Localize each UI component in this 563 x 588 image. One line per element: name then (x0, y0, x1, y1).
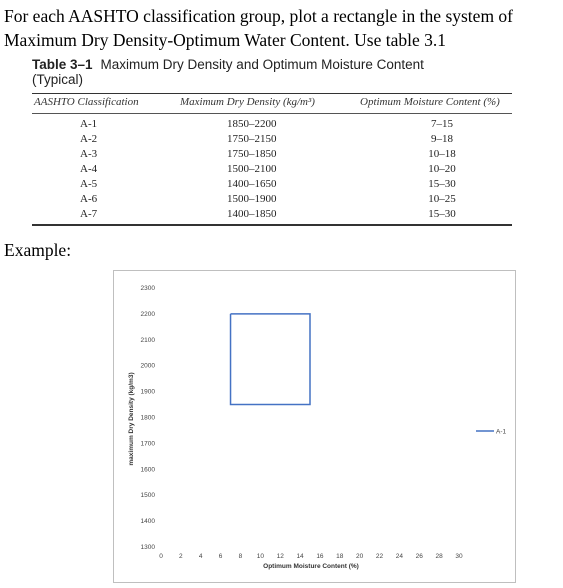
table-body: A-1 1850–2200 7–15 A-2 1750–2150 9–18 A-3 175… (32, 118, 512, 223)
cell-classification: A-1 (80, 118, 98, 130)
y-tick-label: 2100 (141, 337, 156, 344)
y-tick-label: 2000 (141, 363, 156, 370)
y-tick-label: 1700 (141, 440, 156, 447)
x-tick-label: 2 (179, 553, 183, 560)
cell-classification: A-6 (80, 193, 98, 205)
table-row: A-1 1850–2200 7–15 (32, 118, 512, 133)
x-tick-label: 26 (416, 553, 424, 560)
chart: 1300140015001600170018001900200021002200… (128, 285, 507, 570)
table-caption: Table 3–1 Maximum Dry Density and Optimum… (32, 57, 472, 87)
x-tick-label: 6 (219, 553, 223, 560)
cell-classification: A-7 (80, 208, 98, 220)
cell-moisture: 15–30 (428, 208, 456, 220)
table-header-classification: AASHTO Classification (34, 96, 139, 108)
x-axis-label: Optimum Moisture Content (%) (263, 563, 359, 570)
series-line-a-1 (229, 313, 311, 406)
table-row: A-2 1750–2150 9–18 (32, 133, 512, 148)
x-tick-label: 16 (316, 553, 324, 560)
cell-density: 1850–2200 (227, 118, 277, 130)
y-tick-label: 1800 (141, 415, 156, 422)
problem-statement: For each AASHTO classification group, pl… (4, 6, 514, 50)
table-row: A-3 1750–1850 10–18 (32, 148, 512, 163)
y-axis-label: maximum Dry Density (kg/m3) (128, 372, 135, 465)
x-tick-label: 4 (199, 553, 203, 560)
table-row: A-4 1500–2100 10–20 (32, 163, 512, 178)
y-tick-label: 1900 (141, 389, 156, 396)
x-tick-label: 30 (455, 553, 463, 560)
x-tick-label: 24 (396, 553, 404, 560)
cell-density: 1400–1650 (227, 178, 277, 190)
cell-classification: A-2 (80, 133, 98, 145)
x-tick-label: 8 (239, 553, 243, 560)
y-tick-label: 1300 (141, 544, 156, 551)
table-header-density: Maximum Dry Density (kg/m³) (180, 96, 315, 108)
cell-density: 1400–1850 (227, 208, 277, 220)
cell-density: 1500–2100 (227, 163, 277, 175)
cell-moisture: 9–18 (431, 133, 453, 145)
cell-density: 1750–2150 (227, 133, 277, 145)
table-header-moisture: Optimum Moisture Content (%) (360, 96, 500, 108)
y-tick-label: 1400 (141, 518, 156, 525)
x-tick-label: 12 (277, 553, 285, 560)
y-tick-label: 2200 (141, 311, 156, 318)
cell-classification: A-3 (80, 148, 98, 160)
table-top-rule (32, 93, 512, 95)
y-tick-label: 2300 (141, 285, 156, 292)
x-tick-label: 28 (436, 553, 444, 560)
table-bottom-rule (32, 224, 512, 226)
cell-density: 1500–1900 (227, 193, 277, 205)
table-row: A-5 1400–1650 15–30 (32, 178, 512, 193)
y-tick-label: 1600 (141, 466, 156, 473)
table-row: A-6 1500–1900 10–25 (32, 193, 512, 208)
table-row: A-7 1400–1850 15–30 (32, 208, 512, 223)
cell-moisture: 10–25 (428, 193, 456, 205)
cell-moisture: 10–20 (428, 163, 456, 175)
cell-density: 1750–1850 (227, 148, 277, 160)
y-tick-label: 1500 (141, 492, 156, 499)
table-header-rule (32, 113, 512, 114)
x-tick-label: 10 (257, 553, 265, 560)
cell-classification: A-5 (80, 178, 98, 190)
x-tick-label: 18 (336, 553, 344, 560)
cell-moisture: 15–30 (428, 178, 456, 190)
x-tick-label: 22 (376, 553, 384, 560)
x-tick-label: 20 (356, 553, 364, 560)
cell-moisture: 7–15 (431, 118, 453, 130)
x-tick-label: 14 (296, 553, 304, 560)
table-title: Maximum Dry Density and Optimum Moisture… (32, 57, 424, 87)
x-tick-label: 0 (159, 553, 163, 560)
legend-label: A-1 (496, 429, 507, 436)
cell-classification: A-4 (80, 163, 98, 175)
example-label: Example: (4, 240, 72, 260)
cell-moisture: 10–18 (428, 148, 456, 160)
table-number: Table 3–1 (32, 57, 93, 72)
chart-frame: 1300 1400 1500 1600 1700 1800 1900 2000 2100 2200… (113, 270, 516, 583)
